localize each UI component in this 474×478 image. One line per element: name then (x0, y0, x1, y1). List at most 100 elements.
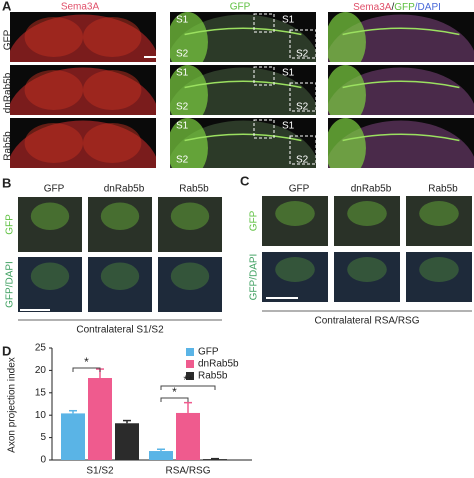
bar (88, 378, 112, 460)
significance-bracket (72, 367, 101, 372)
panel-label: C (240, 173, 250, 188)
panel-label: B (2, 175, 11, 190)
bar (203, 459, 227, 460)
micrograph (88, 197, 152, 252)
gfp-signal (328, 118, 366, 168)
tissue (406, 252, 472, 302)
header-part: / (391, 2, 394, 13)
region-label: S2 (176, 102, 189, 113)
region-label: S2 (176, 155, 189, 166)
gfp-signal (100, 202, 140, 230)
row-label: GFP/DAPI (5, 261, 16, 308)
row-label: GFP/DAPI (249, 254, 260, 301)
callosum (184, 80, 302, 89)
region-label: S2 (296, 155, 309, 166)
legend-swatch (186, 348, 194, 356)
header-part: GFP (394, 2, 415, 13)
gfp-signal (347, 257, 387, 282)
significance: * (172, 385, 177, 399)
y-tick-label: 5 (40, 432, 46, 443)
region-label: S1 (176, 121, 189, 132)
gfp-signal (170, 65, 208, 115)
inset-box (289, 135, 317, 165)
significance-bracket (160, 397, 189, 402)
callosum (342, 27, 460, 36)
tissue (262, 252, 328, 302)
gfp-signal (275, 257, 315, 282)
tissue (334, 252, 400, 302)
region-label: S2 (296, 49, 309, 60)
micrograph (262, 252, 328, 302)
caption: Contralateral S1/S2 (76, 325, 164, 336)
micrograph (328, 65, 474, 115)
row-label: dnRab5b (3, 72, 14, 113)
micrograph (88, 257, 152, 312)
y-tick-label: 10 (35, 410, 47, 421)
y-tick-label: 25 (35, 343, 47, 354)
column-header: Rab5b (428, 184, 458, 195)
significance: * (84, 355, 89, 369)
row-label: GFP (249, 210, 260, 231)
signal (24, 70, 83, 110)
gfp-signal (347, 201, 387, 226)
legend-label: dnRab5b (198, 359, 239, 370)
column-header: dnRab5b (104, 184, 145, 195)
tissue (158, 197, 222, 252)
column-header: dnRab5b (351, 184, 392, 195)
micrograph (158, 197, 222, 252)
column-header: Rab5b (179, 184, 209, 195)
gfp-signal (419, 257, 459, 282)
gfp-signal (328, 12, 366, 62)
micrograph (10, 12, 156, 62)
tissue (18, 257, 82, 312)
significance-bracket (160, 385, 216, 390)
gfp-signal (275, 201, 315, 226)
micrograph (328, 118, 474, 168)
panel-label: A (2, 0, 12, 13)
tissue (158, 257, 222, 312)
y-tick-label: 0 (40, 455, 46, 466)
inset-box (253, 13, 275, 33)
region-label: S1 (176, 68, 189, 79)
region-label: S1 (176, 15, 189, 26)
micrograph (18, 197, 82, 252)
callosum (342, 133, 460, 142)
x-tick-label: RSA/RSG (165, 466, 210, 477)
region-label: S1 (282, 15, 295, 26)
micrograph (170, 118, 316, 168)
signal (83, 70, 142, 110)
column-header: Sema3A/GFP/DAPI (353, 2, 441, 13)
caption: Contralateral RSA/RSG (314, 316, 419, 327)
y-tick-label: 20 (35, 365, 47, 376)
legend-swatch (186, 360, 194, 368)
row-label: Rab5b (3, 131, 14, 161)
micrograph (334, 196, 400, 246)
micrograph (328, 12, 474, 62)
inset-box (289, 29, 317, 59)
region-label: S2 (296, 102, 309, 113)
micrograph (170, 65, 316, 115)
column-header: GFP (44, 184, 65, 195)
row-label: GFP (5, 214, 16, 235)
column-header: GFP (289, 184, 310, 195)
y-tick-label: 15 (35, 387, 47, 398)
gfp-signal (100, 262, 140, 290)
micrograph (158, 257, 222, 312)
column-header: Sema3A (61, 2, 100, 13)
inset-box (253, 66, 275, 86)
micrograph (10, 118, 156, 168)
legend-label: Rab5b (198, 371, 228, 382)
bar (149, 451, 173, 460)
gfp-signal (30, 262, 70, 290)
inset-box (289, 82, 317, 112)
legend-swatch (186, 372, 194, 380)
signal (24, 17, 83, 57)
tissue (406, 196, 472, 246)
signal (24, 123, 83, 163)
micrograph (406, 196, 472, 246)
bar (115, 423, 139, 460)
region-label: S1 (282, 68, 295, 79)
gfp-signal (328, 65, 366, 115)
gfp-signal (170, 262, 210, 290)
